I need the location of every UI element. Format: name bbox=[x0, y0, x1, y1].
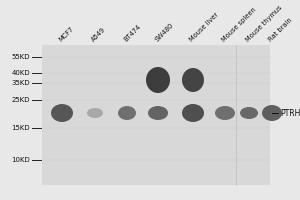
Ellipse shape bbox=[182, 68, 204, 92]
Ellipse shape bbox=[262, 105, 282, 121]
Ellipse shape bbox=[240, 107, 258, 119]
Text: Rat brain: Rat brain bbox=[268, 17, 294, 43]
Text: Mouse liver: Mouse liver bbox=[189, 12, 220, 43]
Ellipse shape bbox=[148, 106, 168, 120]
Bar bbox=[42, 45, 270, 185]
Ellipse shape bbox=[118, 106, 136, 120]
Text: BT474: BT474 bbox=[123, 24, 142, 43]
Ellipse shape bbox=[182, 104, 204, 122]
Text: 55KD: 55KD bbox=[11, 54, 30, 60]
Ellipse shape bbox=[215, 106, 235, 120]
Ellipse shape bbox=[87, 108, 103, 118]
Text: MCF7: MCF7 bbox=[58, 26, 75, 43]
Text: PTRH2: PTRH2 bbox=[280, 108, 300, 117]
Text: A549: A549 bbox=[91, 27, 107, 43]
Ellipse shape bbox=[146, 67, 170, 93]
Text: 15KD: 15KD bbox=[11, 125, 30, 131]
Text: Mouse spleen: Mouse spleen bbox=[221, 6, 257, 43]
Text: SW480: SW480 bbox=[154, 22, 175, 43]
Text: 25KD: 25KD bbox=[11, 97, 30, 103]
Text: 35KD: 35KD bbox=[11, 80, 30, 86]
Text: 40KD: 40KD bbox=[11, 70, 30, 76]
Ellipse shape bbox=[51, 104, 73, 122]
Text: Mouse thymus: Mouse thymus bbox=[245, 4, 283, 43]
Text: 10KD: 10KD bbox=[11, 157, 30, 163]
